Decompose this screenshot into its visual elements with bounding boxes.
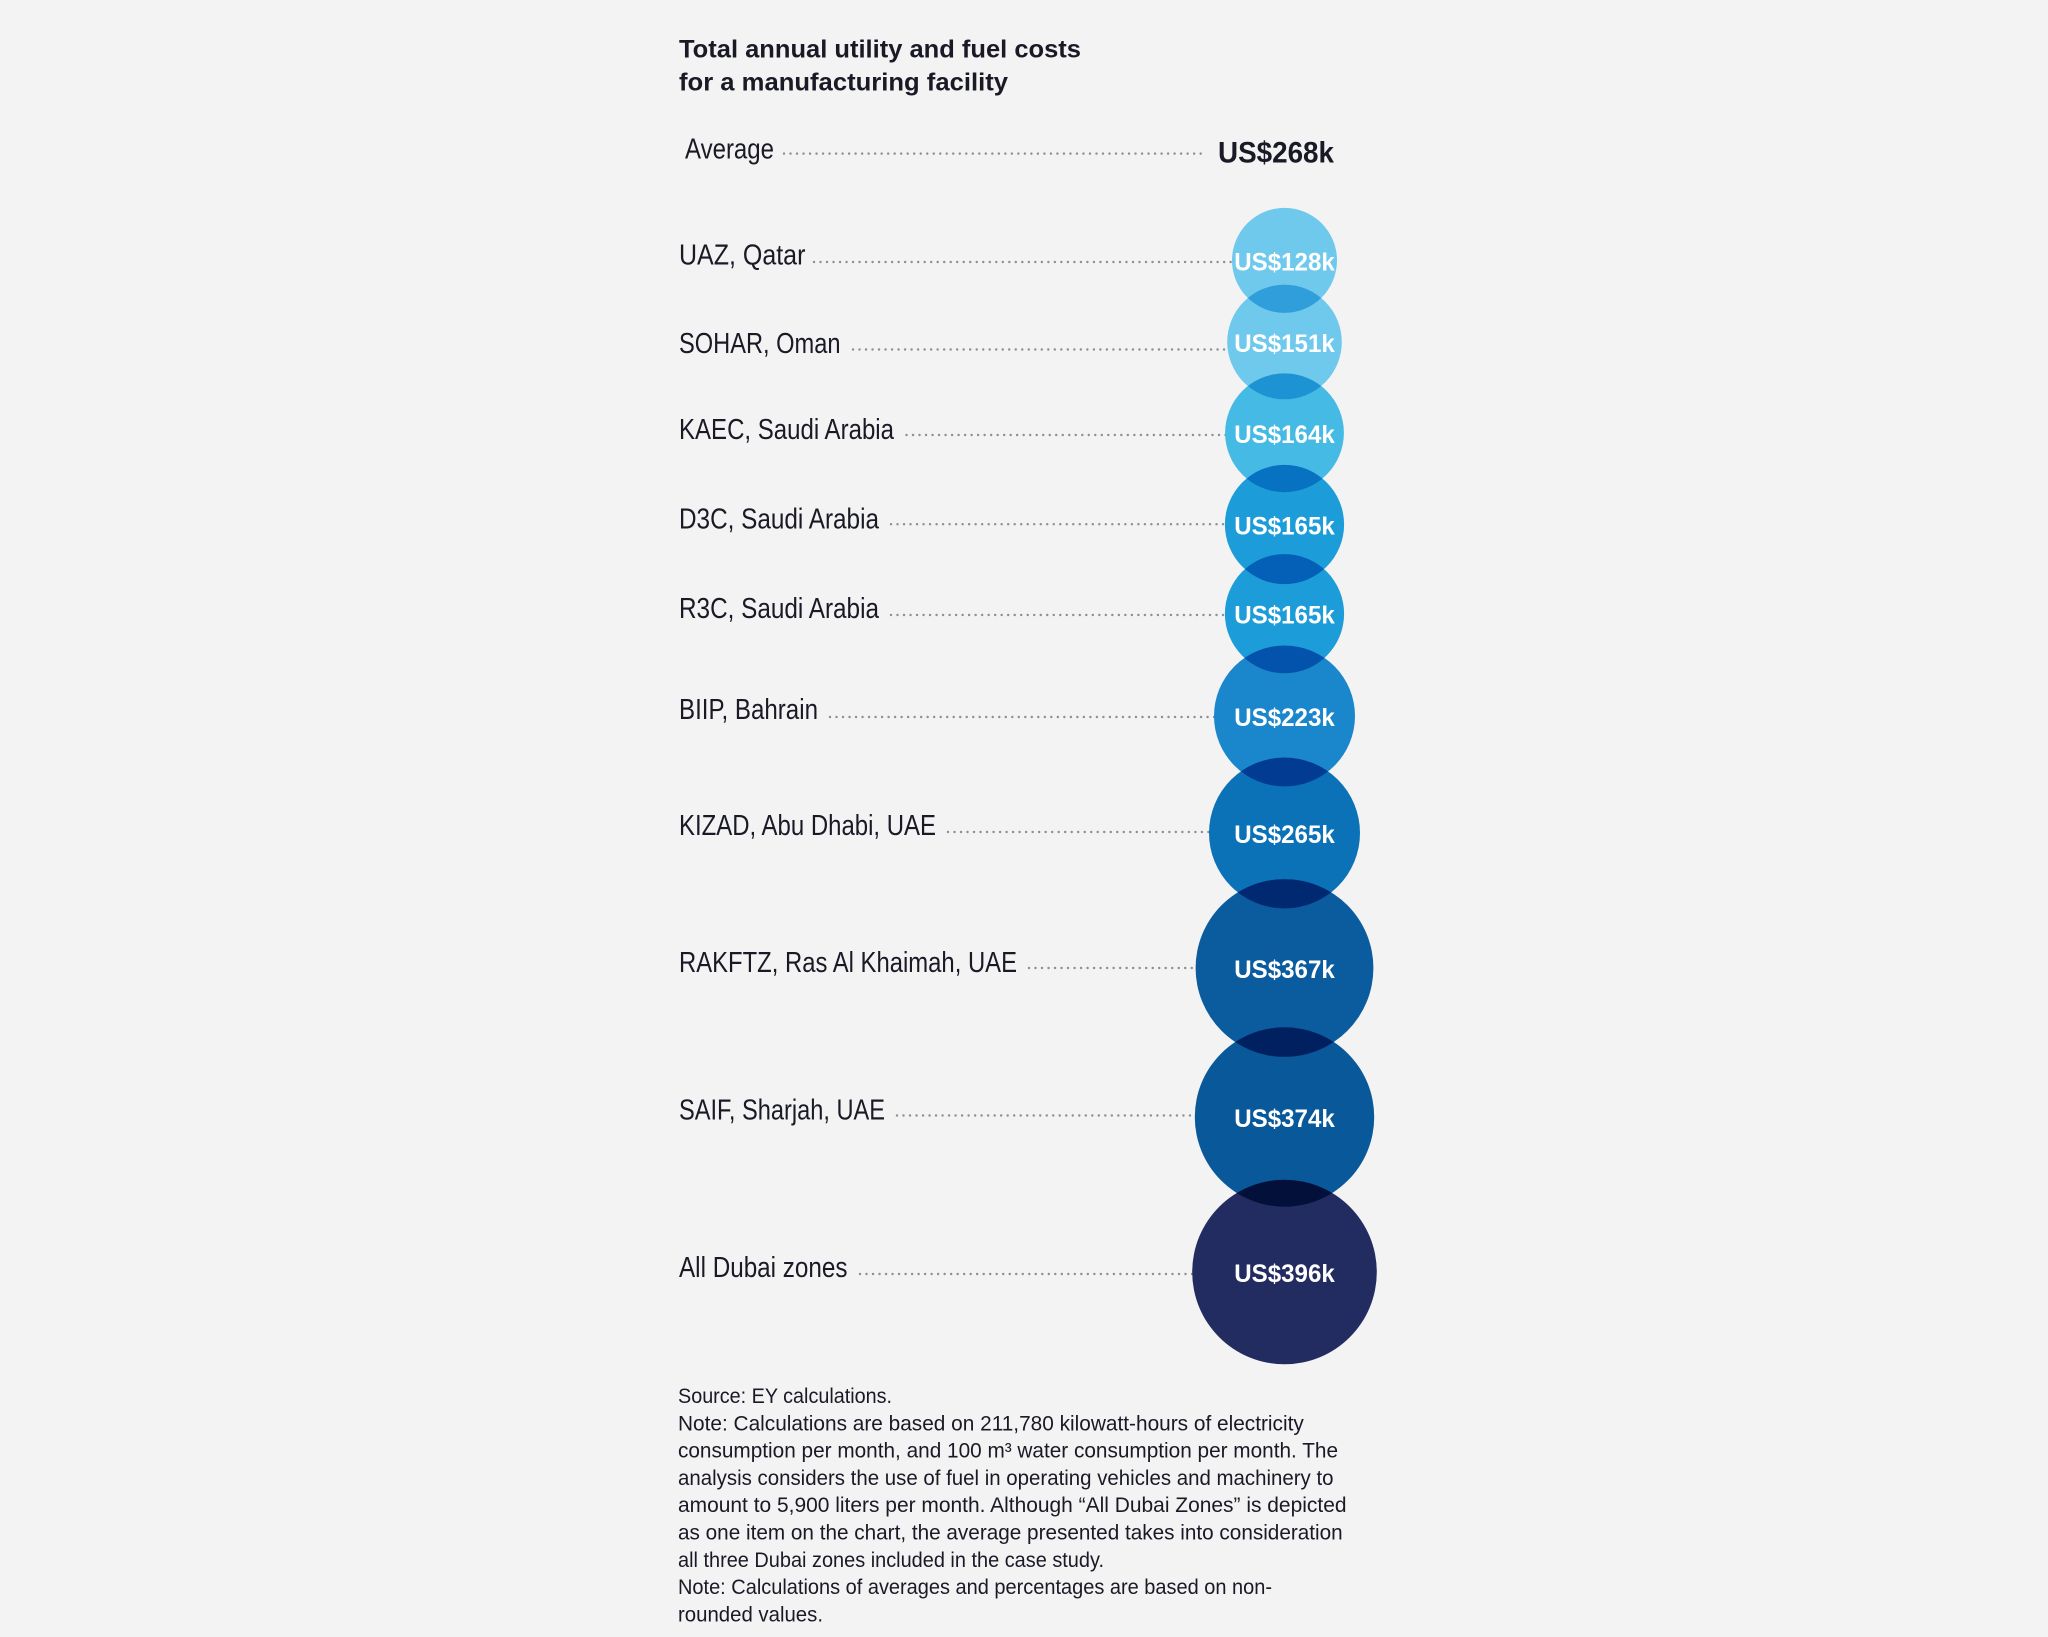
svg-text:US$164k: US$164k xyxy=(1234,421,1335,449)
svg-text:KAEC, Saudi Arabia: KAEC, Saudi Arabia xyxy=(679,414,895,446)
svg-text:UAZ, Qatar: UAZ, Qatar xyxy=(679,240,806,272)
svg-text:US$223k: US$223k xyxy=(1234,704,1335,732)
svg-text:analysis considers the use of: analysis considers the use of fuel in op… xyxy=(678,1467,1334,1490)
svg-text:RAKFTZ, Ras Al Khaimah, UAE: RAKFTZ, Ras Al Khaimah, UAE xyxy=(679,947,1017,979)
svg-text:US$268k: US$268k xyxy=(1218,137,1334,170)
svg-text:US$367k: US$367k xyxy=(1234,956,1335,984)
svg-text:amount to 5,900 liters per mon: amount to 5,900 liters per month. Althou… xyxy=(678,1494,1347,1517)
svg-text:consumption per month, and 100: consumption per month, and 100 m³ water … xyxy=(678,1440,1338,1463)
svg-text:US$165k: US$165k xyxy=(1234,513,1335,541)
svg-text:Note: Calculations are based o: Note: Calculations are based on 211,780 … xyxy=(678,1412,1304,1435)
svg-text:as one item on the chart, the: as one item on the chart, the average pr… xyxy=(678,1522,1343,1545)
svg-text:BIIP, Bahrain: BIIP, Bahrain xyxy=(679,694,818,726)
svg-text:for a manufacturing facility: for a manufacturing facility xyxy=(679,68,1008,96)
svg-text:SAIF, Sharjah, UAE: SAIF, Sharjah, UAE xyxy=(679,1095,885,1127)
svg-text:KIZAD, Abu Dhabi, UAE: KIZAD, Abu Dhabi, UAE xyxy=(679,810,936,842)
svg-text:All Dubai zones: All Dubai zones xyxy=(679,1252,848,1284)
svg-text:rounded values.: rounded values. xyxy=(678,1603,823,1626)
svg-text:US$128k: US$128k xyxy=(1234,248,1335,276)
svg-text:US$265k: US$265k xyxy=(1234,821,1335,849)
svg-text:D3C, Saudi Arabia: D3C, Saudi Arabia xyxy=(679,503,880,535)
svg-text:Note: Calculations of averages: Note: Calculations of averages and perce… xyxy=(678,1576,1272,1599)
svg-text:US$374k: US$374k xyxy=(1234,1105,1335,1133)
svg-text:SOHAR, Oman: SOHAR, Oman xyxy=(679,328,841,360)
svg-text:Source: EY calculations.: Source: EY calculations. xyxy=(678,1385,892,1408)
svg-text:US$165k: US$165k xyxy=(1234,602,1335,630)
svg-text:Average: Average xyxy=(685,134,774,166)
svg-text:R3C, Saudi Arabia: R3C, Saudi Arabia xyxy=(679,593,880,625)
svg-text:US$396k: US$396k xyxy=(1234,1260,1335,1288)
svg-text:US$151k: US$151k xyxy=(1234,330,1335,358)
svg-text:all three Dubai zones included: all three Dubai zones included in the ca… xyxy=(678,1549,1104,1572)
svg-text:Total annual utility and fuel: Total annual utility and fuel costs xyxy=(679,35,1081,63)
